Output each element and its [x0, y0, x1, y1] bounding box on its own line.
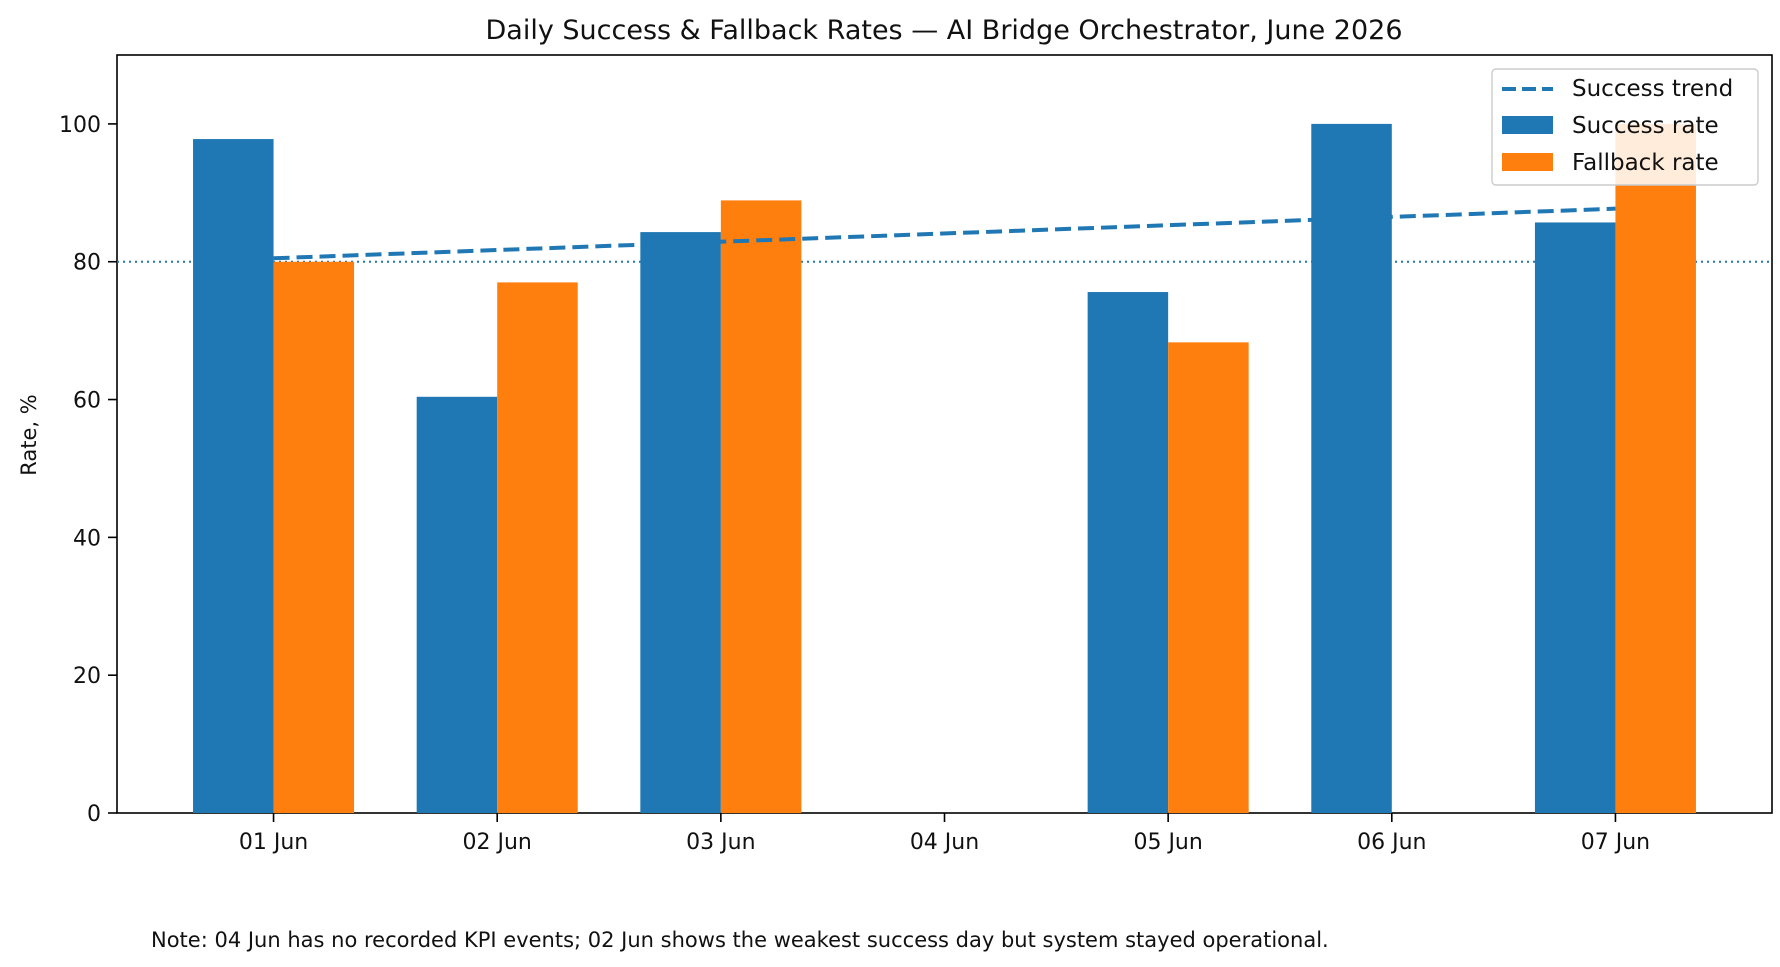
y-axis-label: Rate, % [17, 394, 41, 475]
legend-box [1491, 68, 1759, 186]
y-tick-label: 80 [73, 251, 101, 276]
y-tick-label: 40 [73, 526, 101, 551]
legend-fallback-label: Fallback rate [1572, 150, 1719, 176]
legend-success-label: Success rate [1572, 113, 1719, 139]
fallback-bar [497, 282, 578, 813]
fallback-bar [273, 261, 355, 813]
success-trend-line [273, 206, 1616, 261]
y-tick-label: 60 [73, 389, 101, 414]
success-bar [640, 232, 721, 813]
success-bar [193, 139, 274, 813]
y-tick-label: 0 [87, 802, 101, 827]
x-tick-label: 05 Jun [1133, 830, 1202, 855]
legend: Success trend Success rate Fallback rate [1491, 68, 1759, 186]
success-bar [1311, 123, 1392, 814]
x-tick-label: 06 Jun [1357, 830, 1426, 855]
y-tick-label: 100 [59, 113, 101, 138]
x-tick-label: 01 Jun [239, 830, 308, 855]
success-bar [1087, 292, 1169, 814]
fallback-bar [720, 200, 802, 813]
fallback-bar [1168, 342, 1249, 813]
success-bar [1534, 222, 1616, 813]
legend-trend-label: Success trend [1572, 76, 1733, 102]
chart-title: Daily Success & Fallback Rates — AI Brid… [486, 15, 1403, 46]
success-bar [416, 396, 498, 813]
y-tick-label: 20 [73, 664, 101, 689]
plot-area: 0 20 40 60 80 100 01 Jun 02 Jun 03 Jun 04 Jun 05 J… [59, 54, 1773, 855]
legend-success-swatch [1502, 116, 1553, 134]
x-tick-label: 07 Jun [1581, 830, 1650, 855]
x-tick-label: 03 Jun [686, 830, 755, 855]
fallback-bar [1615, 123, 1696, 814]
x-tick-label: 04 Jun [910, 830, 979, 855]
legend-fallback-swatch [1502, 153, 1553, 171]
x-tick-label: 02 Jun [463, 830, 532, 855]
chart-note: Note: 04 Jun has no recorded KPI events;… [151, 928, 1329, 952]
